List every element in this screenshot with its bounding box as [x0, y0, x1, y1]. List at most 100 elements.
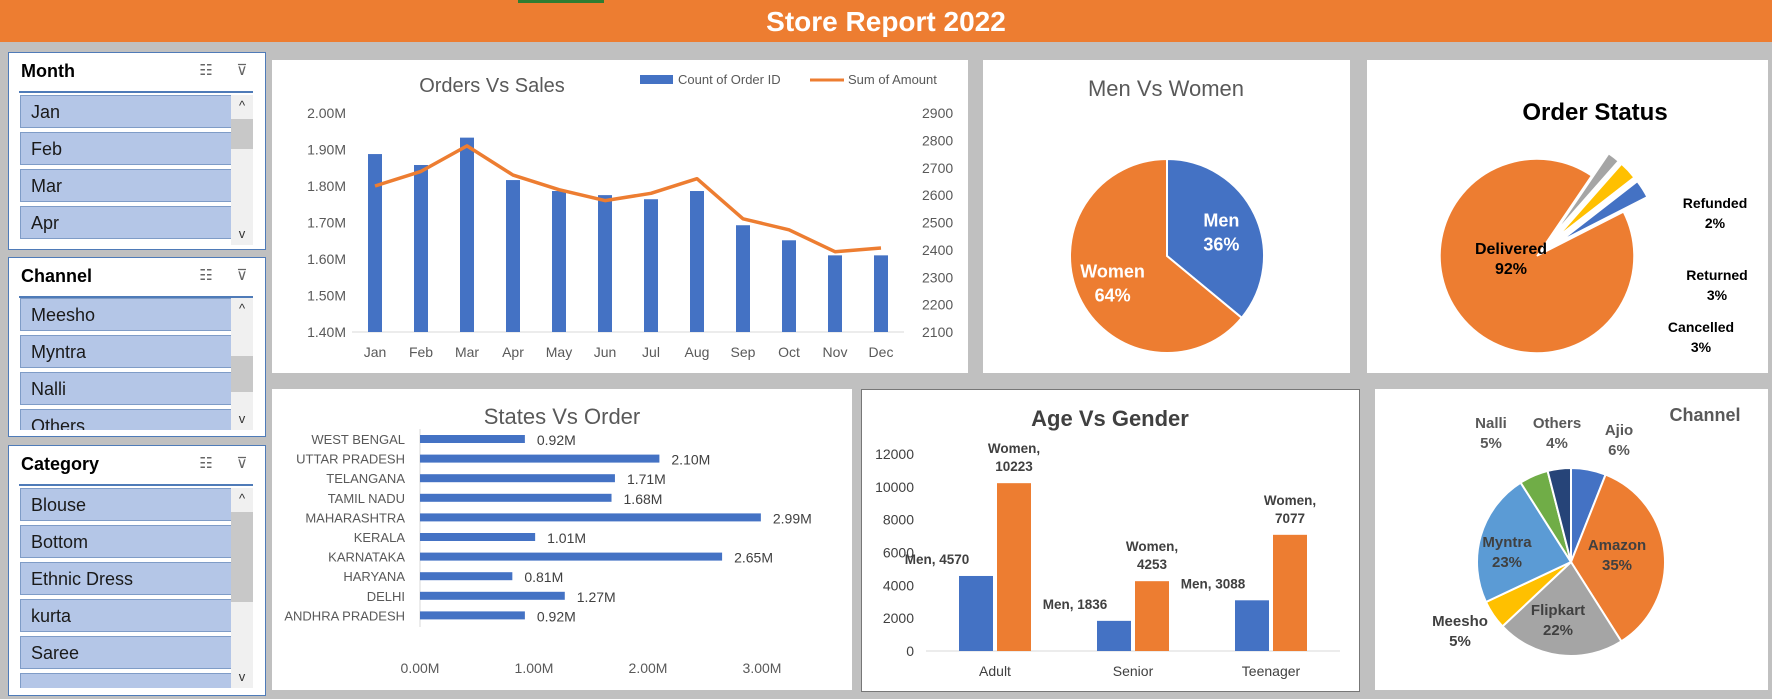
slicer-item-mar[interactable]: Mar [20, 169, 234, 202]
x-tick-label: Jan [364, 344, 387, 360]
category-slicer: Category ☷ ⊽ Blouse Bottom Ethnic Dress … [8, 445, 266, 696]
order-status-chart: Order Status Delivered 92% Refunded 2% Return… [1439, 99, 1748, 355]
multi-select-icon[interactable]: ☷ [199, 267, 213, 284]
slicer-item-ethnic-dress[interactable]: Ethnic Dress [20, 562, 234, 595]
slicer-scrollbar[interactable]: ^ v [231, 95, 253, 245]
slicer-item-meesho[interactable]: Meesho [20, 298, 234, 331]
bar-state-order [420, 474, 615, 483]
y-tick-label-left: 1.60M [307, 251, 346, 267]
data-label: Men, 1836 [1043, 597, 1108, 612]
scroll-up-icon[interactable]: ^ [238, 301, 246, 316]
multi-select-icon[interactable]: ☷ [199, 455, 213, 472]
pie-slice-cancelled [1560, 180, 1649, 242]
y-tick-label-right: 2800 [922, 132, 953, 148]
y-tick-label: KERALA [354, 530, 406, 545]
y-tick-label: MAHARASHTRA [305, 510, 405, 525]
y-tick-label: HARYANA [343, 569, 405, 584]
slicer-item-blouse[interactable]: Blouse [20, 488, 234, 521]
orders-vs-sales-panel[interactable]: Orders Vs Sales Count of Order ID Sum of A… [272, 60, 968, 373]
scroll-down-icon[interactable]: v [238, 669, 246, 684]
pie-label: Delivered [1475, 241, 1547, 258]
pie-label: Myntra [1482, 534, 1532, 551]
y-tick-label-left: 1.40M [307, 324, 346, 340]
bar-women [997, 483, 1031, 651]
data-label: 1.27M [577, 589, 616, 605]
y-tick-label-left: 1.50M [307, 288, 346, 304]
y-tick-label-left: 2.00M [307, 105, 346, 121]
age-vs-gender-chart: Age Vs Gender 12000 10000 8000 6000 4000 2000 0… [875, 406, 1340, 679]
slicer-item-saree[interactable]: Saree [20, 636, 234, 669]
slicer-scrollbar[interactable]: ^ v [231, 298, 253, 430]
scroll-thumb[interactable] [231, 356, 253, 392]
scroll-down-icon[interactable]: v [238, 411, 246, 426]
slicer-item-feb[interactable]: Feb [20, 132, 234, 165]
order-status-panel[interactable]: Order Status Delivered 92% Refunded 2% Return… [1367, 60, 1768, 373]
slicer-header: Month ☷ ⊽ [19, 53, 253, 93]
y-tick-label: ANDHRA PRADESH [284, 608, 405, 623]
slicer-item-bottom[interactable]: Bottom [20, 525, 234, 558]
x-tick-label: Jul [642, 344, 660, 360]
multi-select-icon[interactable]: ☷ [199, 62, 213, 79]
chart-title: Order Status [1522, 99, 1667, 126]
clear-filter-icon[interactable]: ⊽ [236, 62, 248, 79]
bar-order-count [644, 199, 658, 332]
legend-label: Sum of Amount [848, 72, 937, 87]
age-vs-gender-panel[interactable]: Age Vs Gender 12000 10000 8000 6000 4000 2000 0… [861, 389, 1360, 692]
pie-percent: 23% [1492, 554, 1522, 571]
slicer-item-apr[interactable]: Apr [20, 206, 234, 239]
bar-men [1235, 600, 1269, 651]
men-vs-women-panel[interactable]: Men Vs Women Men 36% Women 64% [983, 60, 1350, 373]
pie-label: Women [1080, 262, 1145, 282]
slicer-item-nalli[interactable]: Nalli [20, 372, 234, 405]
scroll-up-icon[interactable]: ^ [238, 98, 246, 113]
slicer-item-others[interactable]: Others [20, 409, 234, 430]
y-tick-label-right: 2300 [922, 269, 953, 285]
data-label: 2.10M [671, 452, 710, 468]
bar-state-order [420, 572, 513, 581]
scroll-up-icon[interactable]: ^ [238, 491, 246, 506]
pie-percent: 92% [1495, 261, 1527, 278]
data-label: Men, 3088 [1181, 576, 1246, 591]
x-tick-label: Dec [869, 344, 894, 360]
pie-percent: 5% [1449, 633, 1471, 650]
pie-label: Others [1533, 415, 1581, 432]
slicer-item-partial[interactable] [20, 673, 234, 688]
states-vs-order-panel[interactable]: States Vs Order WEST BENGAL 0.92M UTTAR PRA… [272, 389, 852, 690]
clear-filter-icon[interactable]: ⊽ [236, 455, 248, 472]
bar-order-count [598, 195, 612, 332]
bar-state-order [420, 533, 536, 541]
slicer-item-kurta[interactable]: kurta [20, 599, 234, 632]
bar-state-order [420, 552, 723, 561]
chart-title: Orders Vs Sales [419, 75, 565, 97]
x-tick-label: Teenager [1242, 663, 1301, 679]
bar-order-count [552, 191, 566, 332]
bar-men [1097, 620, 1131, 651]
pie-label: Men [1203, 210, 1239, 230]
pie-label: Cancelled [1668, 319, 1734, 335]
data-label: 1.01M [547, 530, 586, 546]
clear-filter-icon[interactable]: ⊽ [236, 267, 248, 284]
pie-slice-others [1546, 466, 1572, 563]
y-tick-label: WEST BENGAL [311, 432, 405, 447]
bar-men [959, 575, 993, 651]
pie-label: Nalli [1475, 415, 1507, 432]
x-tick-label: 3.00M [743, 660, 782, 676]
slicer-header: Category ☷ ⊽ [19, 446, 253, 486]
slicer-scrollbar[interactable]: ^ v [231, 488, 253, 688]
x-tick-label: Jun [594, 344, 617, 360]
pie-percent: 22% [1543, 622, 1573, 639]
pie-percent: 2% [1705, 215, 1726, 231]
scroll-thumb[interactable] [231, 119, 253, 149]
data-label: 7077 [1275, 511, 1305, 526]
slicer-item-myntra[interactable]: Myntra [20, 335, 234, 368]
data-label: 1.71M [627, 471, 666, 487]
x-tick-label: May [546, 344, 572, 360]
slicer-item-jan[interactable]: Jan [20, 95, 234, 128]
pie-percent: 6% [1608, 442, 1630, 459]
scroll-thumb[interactable] [231, 512, 253, 602]
data-label: 2.65M [734, 550, 773, 566]
channel-panel[interactable]: Channel Ajio 6% Amazon 35% Flipkart 22% Meesho 5… [1375, 389, 1768, 690]
pie-percent: 4% [1546, 435, 1568, 452]
scroll-down-icon[interactable]: v [238, 226, 246, 241]
slicer-title: Month [21, 61, 75, 81]
